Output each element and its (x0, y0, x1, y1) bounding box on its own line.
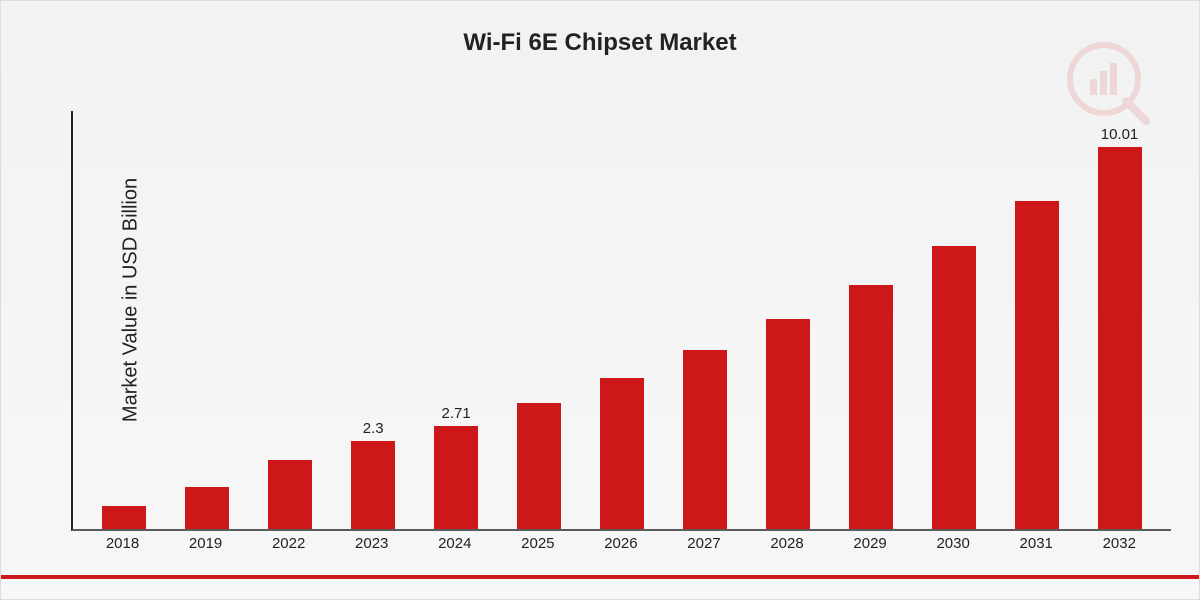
x-axis-tick-label: 2030 (923, 535, 983, 552)
x-axis-tick-label: 2023 (342, 535, 402, 552)
bar-group: 10.01 (1090, 126, 1150, 529)
x-axis-tick-label: 2031 (1006, 535, 1066, 552)
bar-value-label: 10.01 (1101, 126, 1139, 143)
bar (683, 350, 727, 529)
bar (600, 378, 644, 529)
bar-group (592, 378, 652, 529)
bar-group: 2.71 (426, 405, 486, 529)
bar-group (177, 487, 237, 529)
bar-group (924, 246, 984, 529)
x-axis-tick-label: 2024 (425, 535, 485, 552)
x-axis-labels: 2018 2019 2022 2023 2024 2025 2026 2027 2028 2029… (71, 535, 1171, 552)
bar-group (509, 403, 569, 529)
x-axis-tick-label: 2022 (259, 535, 319, 552)
x-axis-tick-label: 2029 (840, 535, 900, 552)
bar-group (94, 506, 154, 529)
bar-group (1007, 201, 1067, 529)
x-axis-tick-label: 2032 (1089, 535, 1149, 552)
bar-value-label: 2.3 (363, 420, 384, 437)
x-axis-tick-label: 2027 (674, 535, 734, 552)
bar (268, 460, 312, 529)
bar-group (841, 285, 901, 529)
bar (517, 403, 561, 529)
bar (1015, 201, 1059, 529)
x-axis-tick-label: 2018 (93, 535, 153, 552)
bar (351, 441, 395, 529)
bar (849, 285, 893, 529)
bar-group (758, 319, 818, 529)
chart-title: Wi-Fi 6E Chipset Market (1, 1, 1199, 57)
chart-plot-area: 2.3 2.71 10.01 (71, 111, 1171, 531)
bar (185, 487, 229, 529)
bar-group: 2.3 (343, 420, 403, 529)
x-axis-tick-label: 2019 (176, 535, 236, 552)
x-axis-tick-label: 2028 (757, 535, 817, 552)
bars-container: 2.3 2.71 10.01 (73, 111, 1171, 529)
bar (766, 319, 810, 529)
bar-group (260, 460, 320, 529)
footer-accent-line (1, 575, 1199, 579)
bar (1098, 147, 1142, 529)
bar (932, 246, 976, 529)
bar (434, 426, 478, 529)
x-axis-tick-label: 2026 (591, 535, 651, 552)
bar-value-label: 2.71 (442, 405, 471, 422)
bar-group (675, 350, 735, 529)
x-axis-tick-label: 2025 (508, 535, 568, 552)
bar (102, 506, 146, 529)
